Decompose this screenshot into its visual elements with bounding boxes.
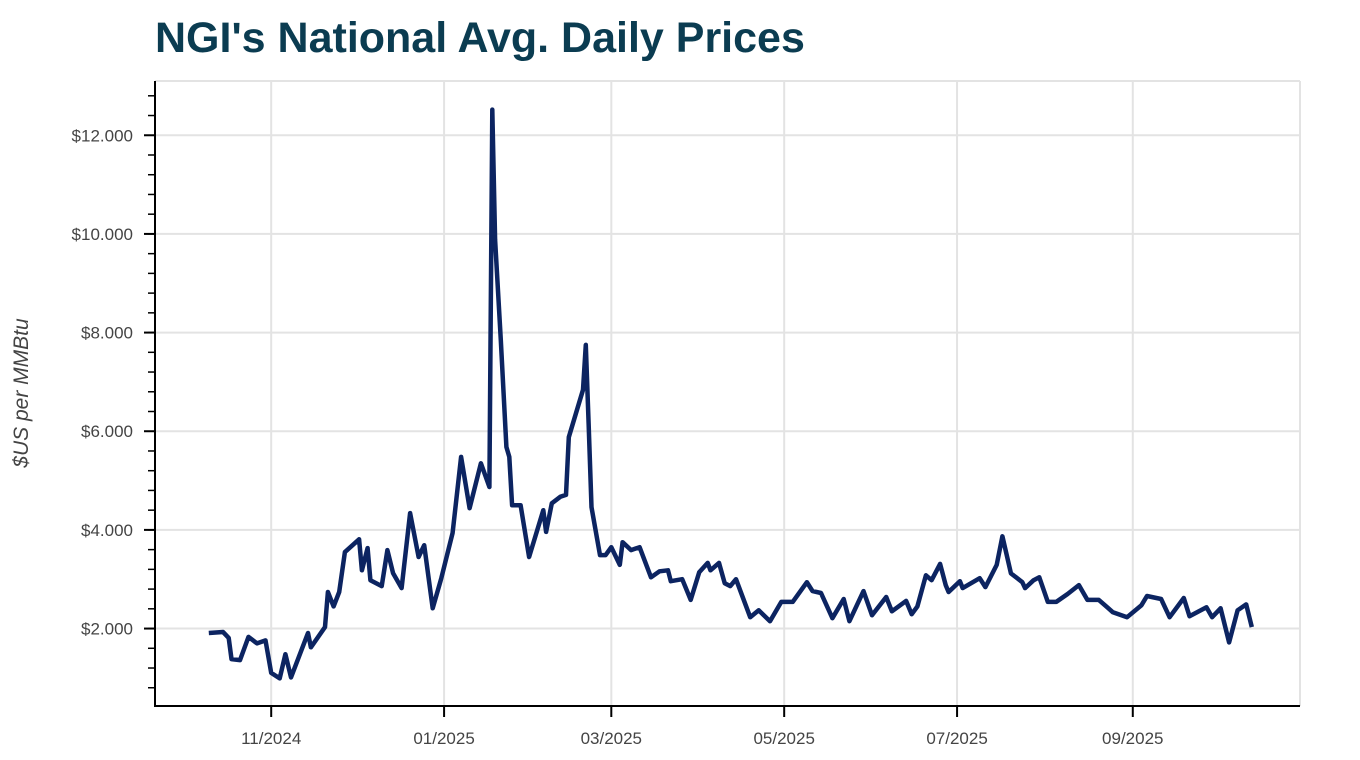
gridlines: [155, 80, 1301, 706]
x-tick-label: 01/2025: [413, 729, 474, 748]
series-group: [208, 107, 1254, 681]
chart-title: NGI's National Avg. Daily Prices: [155, 14, 805, 62]
x-tick-label: 09/2025: [1102, 729, 1163, 748]
y-tick-label: $4.000: [81, 521, 133, 540]
x-tick-label: 11/2024: [241, 729, 301, 748]
y-tick-label: $10.000: [72, 225, 133, 244]
x-tick-label: 05/2025: [753, 729, 814, 748]
tick-labels: 11/2024 01/2025 03/2025 05/2025 07/2025 09/20…: [72, 126, 1164, 748]
x-tick-label: 07/2025: [926, 729, 987, 748]
price-series-line: [208, 107, 1254, 681]
y-tick-label: $2.000: [81, 620, 133, 639]
y-tick-label: $6.000: [81, 422, 133, 441]
y-tick-label: $12.000: [72, 126, 133, 145]
y-tick-label: $8.000: [81, 324, 133, 343]
axes: [144, 81, 1300, 717]
x-tick-label: 03/2025: [581, 729, 642, 748]
